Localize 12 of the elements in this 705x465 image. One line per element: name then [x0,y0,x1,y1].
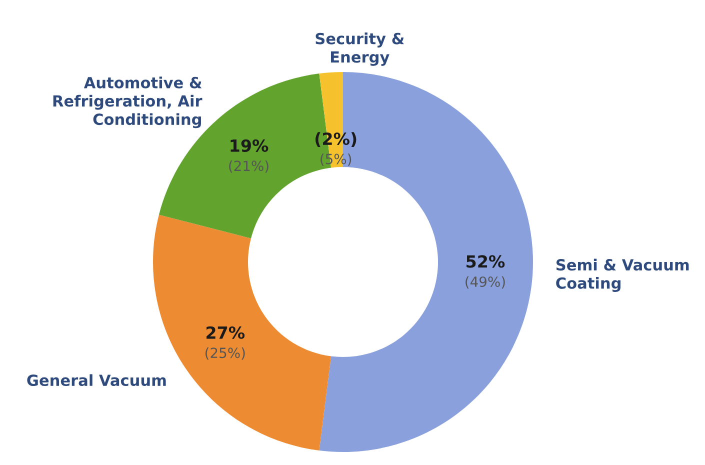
slice-label: Semi & Vacuum Coating [556,258,689,292]
data-label: (2%) [316,132,356,148]
text: (5%) [320,154,352,166]
text: (21%) [229,160,268,173]
data-label: 27% [206,326,245,339]
slice-label: Security & Energy [316,32,404,66]
slice-label: General Vacuum [27,374,166,386]
data-label: 52% [466,255,505,268]
data-label: 19% [230,139,268,152]
text: (49%) [466,276,505,289]
slice-label: Automotive & Refrigeration, Air Conditioning [53,76,202,128]
text: (25%) [205,347,245,360]
